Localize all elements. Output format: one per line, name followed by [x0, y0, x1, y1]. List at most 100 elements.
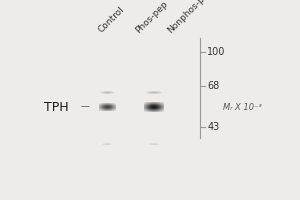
- Bar: [160, 108, 161, 109]
- Bar: [163, 111, 164, 112]
- Bar: [112, 108, 113, 109]
- Bar: [160, 103, 161, 104]
- Bar: [146, 103, 147, 104]
- Bar: [149, 108, 150, 109]
- Bar: [159, 103, 160, 104]
- Bar: [104, 104, 105, 105]
- Bar: [111, 107, 112, 108]
- Bar: [148, 109, 149, 110]
- Bar: [144, 106, 145, 107]
- Bar: [110, 108, 111, 109]
- Bar: [151, 106, 152, 107]
- Bar: [155, 107, 156, 108]
- Bar: [147, 111, 148, 112]
- Bar: [159, 108, 160, 109]
- Bar: [112, 106, 113, 107]
- Bar: [105, 106, 106, 107]
- Bar: [154, 104, 155, 105]
- Bar: [161, 105, 162, 106]
- Bar: [149, 110, 150, 111]
- Bar: [160, 111, 161, 112]
- Bar: [163, 108, 164, 109]
- Bar: [153, 105, 154, 106]
- Text: Phos-pep: Phos-pep: [134, 0, 169, 35]
- Bar: [113, 108, 114, 109]
- Bar: [153, 110, 154, 111]
- Bar: [114, 110, 115, 111]
- Bar: [98, 106, 99, 107]
- Bar: [163, 106, 164, 107]
- Bar: [110, 106, 111, 107]
- Bar: [157, 110, 158, 111]
- Bar: [144, 108, 145, 109]
- Bar: [145, 106, 146, 107]
- Bar: [101, 110, 102, 111]
- Bar: [150, 108, 151, 109]
- Bar: [145, 109, 146, 110]
- Bar: [106, 103, 107, 104]
- Bar: [158, 111, 159, 112]
- Bar: [114, 106, 115, 107]
- Bar: [115, 110, 116, 111]
- Bar: [150, 107, 151, 108]
- Bar: [159, 102, 160, 103]
- Bar: [100, 104, 101, 105]
- Bar: [114, 104, 115, 105]
- Bar: [112, 104, 113, 105]
- Bar: [100, 103, 101, 104]
- Bar: [103, 105, 104, 106]
- Bar: [99, 106, 100, 107]
- Bar: [106, 110, 107, 111]
- Bar: [112, 107, 113, 108]
- Bar: [163, 110, 164, 111]
- Bar: [112, 105, 113, 106]
- Bar: [147, 106, 148, 107]
- Text: Control: Control: [96, 5, 126, 35]
- Bar: [98, 104, 99, 105]
- Bar: [115, 109, 116, 110]
- Bar: [148, 102, 149, 103]
- Bar: [113, 106, 114, 107]
- Bar: [156, 109, 157, 110]
- Bar: [158, 105, 159, 106]
- Bar: [107, 104, 108, 105]
- Bar: [149, 103, 150, 104]
- Bar: [150, 103, 151, 104]
- Bar: [154, 107, 155, 108]
- Bar: [113, 105, 114, 106]
- Bar: [155, 106, 156, 107]
- Bar: [102, 104, 103, 105]
- Bar: [105, 105, 106, 106]
- Bar: [145, 108, 146, 109]
- Bar: [157, 103, 158, 104]
- Bar: [111, 103, 112, 104]
- Bar: [102, 108, 103, 109]
- Bar: [99, 105, 100, 106]
- Bar: [162, 109, 163, 110]
- Text: —: —: [81, 102, 90, 111]
- Bar: [155, 110, 156, 111]
- Bar: [149, 105, 150, 106]
- Bar: [104, 105, 105, 106]
- Bar: [112, 110, 113, 111]
- Bar: [149, 106, 150, 107]
- Bar: [152, 108, 153, 109]
- Bar: [155, 109, 156, 110]
- Bar: [148, 111, 149, 112]
- Bar: [145, 102, 146, 103]
- Bar: [147, 102, 148, 103]
- Bar: [100, 105, 101, 106]
- Bar: [158, 107, 159, 108]
- Bar: [112, 109, 113, 110]
- Bar: [110, 110, 111, 111]
- Bar: [146, 102, 147, 103]
- Bar: [155, 105, 156, 106]
- Bar: [160, 102, 161, 103]
- Bar: [159, 105, 160, 106]
- Bar: [99, 107, 100, 108]
- Text: 43: 43: [207, 122, 220, 132]
- Bar: [115, 104, 116, 105]
- Bar: [157, 105, 158, 106]
- Bar: [154, 108, 155, 109]
- Bar: [148, 108, 149, 109]
